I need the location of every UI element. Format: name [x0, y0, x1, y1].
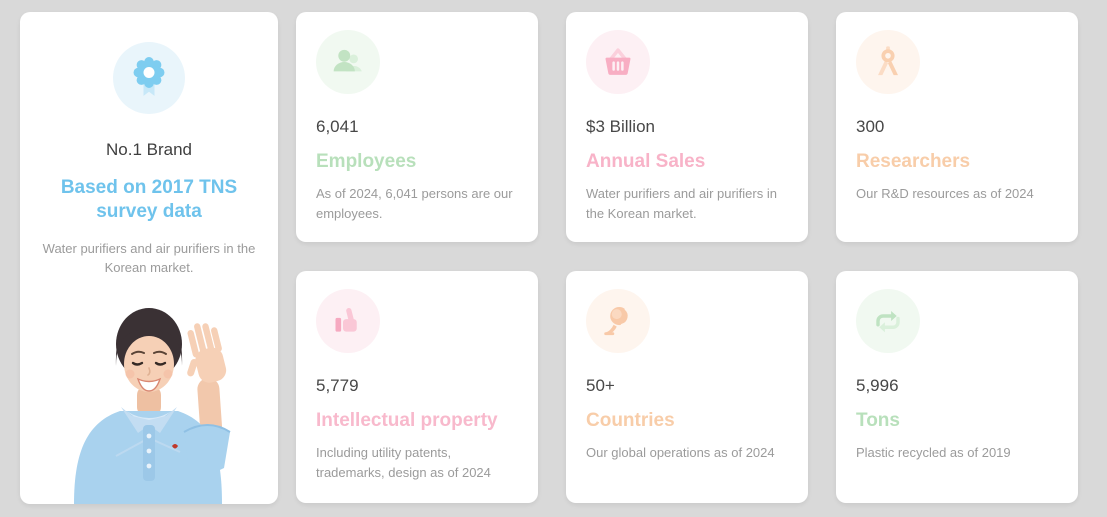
- stat-value: 5,779: [316, 376, 359, 395]
- stat-card-employees: 6,041 Employees As of 2024, 6,041 person…: [296, 12, 538, 242]
- brand-title: No.1 Brand: [106, 140, 192, 159]
- stat-value: 300: [856, 117, 885, 136]
- stat-description: Our global operations as of 2024: [586, 445, 775, 460]
- stat-description: Our R&D resources as of 2024: [856, 186, 1034, 201]
- stat-description: Water purifiers and air purifiers in the…: [586, 186, 777, 221]
- globe-icon: [586, 289, 650, 353]
- stat-description: As of 2024, 6,041 persons are our employ…: [316, 186, 513, 221]
- stat-value: 50+: [586, 376, 615, 395]
- stat-card-tons: 5,996 Tons Plastic recycled as of 2019: [836, 271, 1078, 503]
- stat-card-intellectual-property: 5,779 Intellectual property Including ut…: [296, 271, 538, 503]
- brand-card: No.1 Brand Based on 2017 TNS survey data…: [20, 12, 278, 504]
- stat-description: Including utility patents, trademarks, d…: [316, 445, 491, 480]
- recycle-icon: [856, 289, 920, 353]
- stat-description: Plastic recycled as of 2019: [856, 445, 1011, 460]
- stat-value: $3 Billion: [586, 117, 655, 136]
- stat-label: Annual Sales: [586, 151, 706, 172]
- stat-label: Researchers: [856, 151, 971, 172]
- brand-subtitle: Based on 2017 TNS survey data: [60, 177, 238, 223]
- stat-label: Tons: [856, 410, 900, 431]
- stat-value: 5,996: [856, 376, 899, 395]
- basket-icon: [586, 30, 650, 94]
- stat-card-researchers: 300 Researchers Our R&D resources as of …: [836, 12, 1078, 242]
- stat-value: 6,041: [316, 117, 359, 136]
- thumbs-up-icon: [316, 289, 380, 353]
- stat-card-annual-sales: $3 Billion Annual Sales Water purifiers …: [566, 12, 808, 242]
- stat-label: Employees: [316, 151, 417, 172]
- brand-description: Water purifiers and air purifiers in the…: [42, 240, 256, 276]
- medal-icon: [113, 42, 185, 114]
- compass-icon: [856, 30, 920, 94]
- stat-label: Countries: [586, 410, 675, 431]
- people-icon: [316, 30, 380, 94]
- stat-label: Intellectual property: [316, 410, 498, 431]
- waving-woman-photo: [20, 292, 278, 504]
- stat-card-countries: 50+ Countries Our global operations as o…: [566, 271, 808, 503]
